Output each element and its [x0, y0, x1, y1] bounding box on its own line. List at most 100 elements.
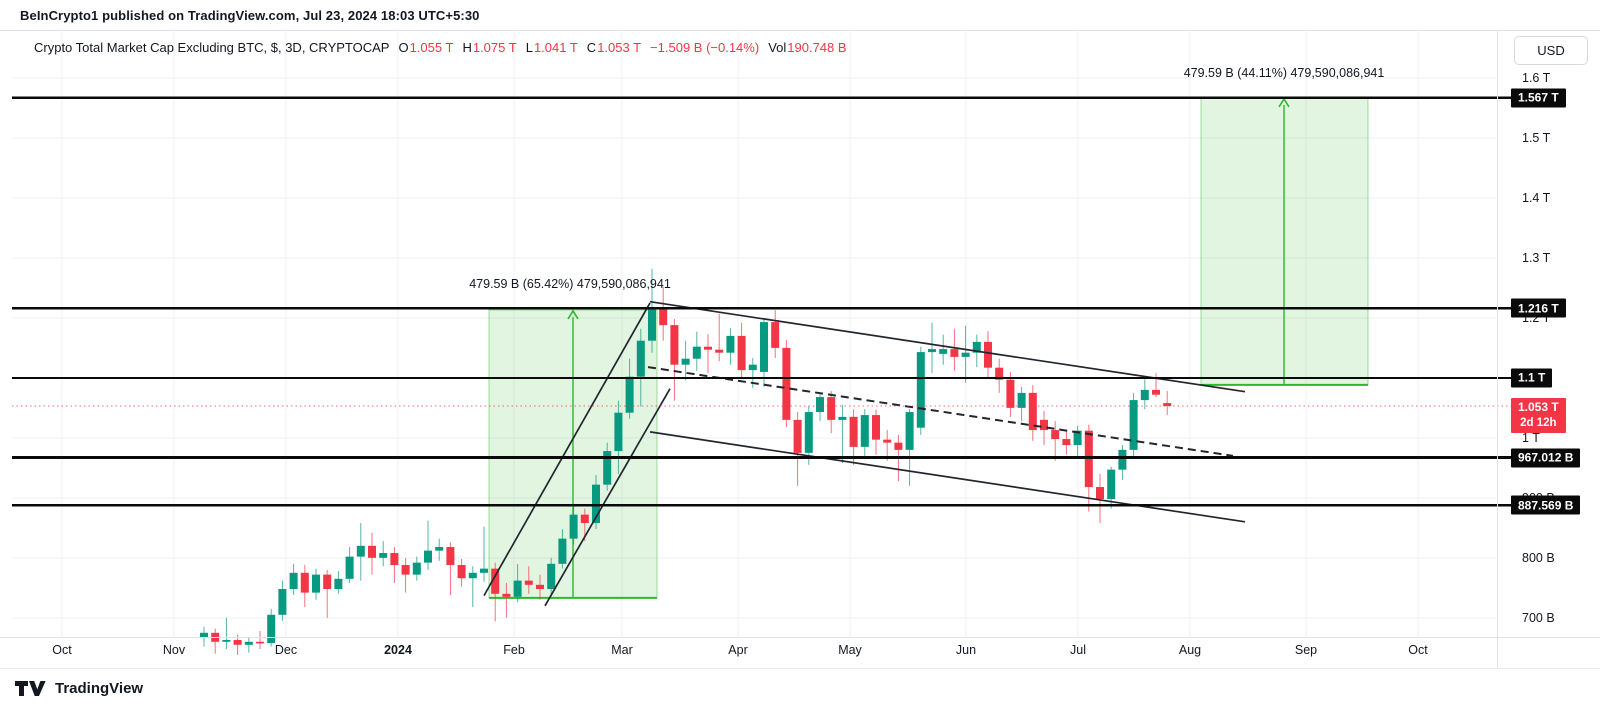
candle-body — [312, 574, 320, 593]
currency-toggle-button[interactable]: USD — [1514, 36, 1588, 65]
candle-body — [379, 553, 388, 558]
candle-body — [424, 550, 432, 563]
time-tick-label: Jul — [1070, 643, 1086, 657]
close-value: 1.053 T — [597, 40, 642, 55]
candle-body — [592, 484, 600, 524]
candle-body — [1096, 487, 1104, 500]
time-tick-label: Aug — [1178, 643, 1202, 657]
candle-body — [1051, 430, 1060, 440]
volume-label: Vol — [768, 40, 787, 55]
price-axis-border — [1497, 30, 1498, 668]
candle-body — [289, 572, 298, 590]
candle-body — [558, 538, 567, 564]
symbol-legend: Crypto Total Market Cap Excluding BTC, $… — [34, 40, 847, 55]
candle-body — [1073, 430, 1082, 446]
time-tick-label: Oct — [52, 643, 72, 657]
candle-body — [782, 347, 791, 420]
measure-label-projection: 479.59 B (44.11%) 479,590,086,941 — [1183, 66, 1385, 80]
publish-header: BeInCrypto1 published on TradingView.com… — [20, 8, 480, 23]
current-price-value: 1.053 T — [1518, 400, 1559, 415]
time-axis-border-bottom — [0, 668, 1600, 669]
time-tick-label: Dec — [274, 643, 298, 657]
bar-countdown: 2d 12h — [1520, 416, 1557, 429]
trendline[interactable] — [649, 300, 1246, 393]
candle-body — [412, 562, 421, 575]
time-tick-label: Feb — [503, 643, 525, 657]
candle-body — [536, 584, 544, 590]
price-tick-label: 1.3 T — [1522, 250, 1551, 265]
candle-body — [804, 412, 813, 453]
candle-body — [905, 412, 914, 450]
legend-change: −1.509 B (−0.14%) — [650, 40, 760, 55]
legend-high: H 1.075 T — [462, 40, 516, 55]
low-label: L — [525, 40, 533, 55]
candle-body — [771, 322, 780, 348]
candle-body — [625, 376, 634, 413]
candle-body — [928, 349, 936, 353]
price-tick-label: 1.5 T — [1522, 130, 1551, 145]
candle-body — [446, 547, 455, 566]
candle-body — [244, 641, 253, 645]
time-tick-label: Sep — [1294, 643, 1318, 657]
candle-body — [681, 358, 690, 365]
price-level-badge: 967.012 B — [1511, 448, 1581, 468]
candle-body — [278, 589, 287, 615]
candle-body — [356, 545, 365, 557]
open-label: O — [398, 40, 409, 55]
projection-arrow-head — [567, 309, 579, 320]
candle-body — [916, 352, 925, 428]
candle-body — [547, 563, 556, 590]
candle-body — [748, 364, 757, 371]
volume-value: 190.748 B — [787, 40, 847, 55]
open-value: 1.055 T — [409, 40, 454, 55]
candle-body — [961, 352, 970, 357]
high-value: 1.075 T — [472, 40, 517, 55]
price-tick-label: 1.4 T — [1522, 190, 1551, 205]
price-tick-label: 1.6 T — [1522, 70, 1551, 85]
candle-body — [614, 412, 623, 452]
candle-body — [849, 416, 858, 447]
candle-body — [972, 341, 981, 353]
candle-body — [323, 574, 332, 590]
candle-body — [984, 341, 992, 368]
trendline[interactable] — [544, 388, 671, 607]
candle-body — [950, 349, 959, 357]
candle-body — [580, 514, 589, 524]
candle-body — [894, 442, 903, 450]
candle-body — [222, 639, 231, 642]
tradingview-logo[interactable]: TradingView — [14, 679, 143, 698]
candle-body — [233, 639, 242, 645]
candle-body — [827, 397, 836, 420]
candle-body — [524, 580, 533, 585]
candle-body — [368, 545, 376, 558]
trendline-dashed[interactable] — [647, 366, 1234, 457]
candle-body — [715, 349, 724, 353]
candle-body — [267, 614, 276, 643]
candle-body — [648, 307, 656, 341]
candle-body — [345, 556, 354, 579]
candle-body — [513, 580, 522, 597]
candle-body — [502, 593, 511, 597]
candle-body — [760, 322, 768, 372]
candle-body — [334, 578, 343, 590]
trendline[interactable] — [483, 302, 651, 597]
candle-body — [816, 397, 824, 413]
time-tick-label: Apr — [728, 643, 748, 657]
legend-open: O 1.055 T — [398, 40, 453, 55]
candle-body — [1006, 379, 1015, 408]
trendline[interactable] — [649, 431, 1246, 523]
candle-body — [737, 335, 746, 371]
candle-body — [200, 632, 208, 637]
measure-label-rally: 479.59 B (65.42%) 479,590,086,941 — [469, 277, 671, 291]
symbol-title[interactable]: Crypto Total Market Cap Excluding BTC, $… — [34, 40, 390, 55]
candle-body — [726, 335, 735, 353]
time-tick-label: Nov — [162, 643, 186, 657]
candle-body — [793, 419, 802, 453]
time-tick-label: Mar — [611, 643, 633, 657]
candle-body — [939, 349, 948, 354]
candle-body — [1028, 392, 1037, 431]
tradingview-logo-text: TradingView — [55, 680, 144, 697]
candle-body — [659, 307, 668, 326]
candle-body — [1152, 389, 1160, 395]
